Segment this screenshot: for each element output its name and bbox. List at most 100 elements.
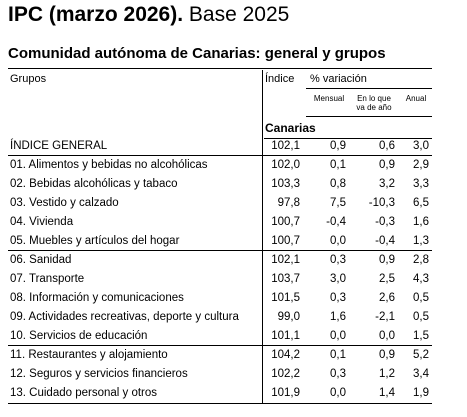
cell-anio: -2,1 [375,311,395,323]
cell-indice: 103,3 [271,178,300,190]
cell-mensual: 0,3 [330,368,346,380]
indice-column-divider [262,70,263,403]
cell-anio: -10,3 [368,197,395,209]
cell-anio: -0,4 [375,235,395,247]
cell-indice: 100,7 [271,216,300,228]
row-label: 07. Transporte [10,273,85,285]
cell-anio: -0,3 [375,216,395,228]
row-divider [8,345,432,346]
header-mensual: Mensual [313,94,345,103]
header-anual: Anual [405,94,427,103]
row-label: 08. Información y comunicaciones [10,292,184,304]
row-label: 02. Bebidas alcohólicas y tabaco [10,178,178,190]
cell-mensual: 0,0 [330,235,346,247]
cell-anual: 0,5 [413,311,429,323]
row-label: 12. Seguros y servicios financieros [10,368,188,380]
cell-indice: 101,1 [271,330,300,342]
row-label: 03. Vestido y calzado [10,197,119,209]
cell-anio: 0,9 [379,159,395,171]
cell-anual: 3,3 [413,178,429,190]
row-label: 10. Servicios de educación [10,330,148,342]
cell-anual: 3,4 [413,368,429,380]
row-label: 04. Vivienda [10,216,74,228]
cell-anual: 0,5 [413,292,429,304]
table-row: 13. Cuidado personal y otros 101,9 0,0 1… [0,384,467,403]
cell-mensual: 1,6 [330,311,346,323]
table-row: 02. Bebidas alcohólicas y tabaco 103,3 0… [0,175,467,194]
table-row: 12. Seguros y servicios financieros 102,… [0,365,467,384]
cell-indice: 103,7 [271,273,300,285]
row-label: ÍNDICE GENERAL [10,140,108,152]
row-label: 05. Muebles y artículos del hogar [10,235,180,247]
cell-indice: 97,8 [277,197,300,209]
cell-anio: 0,9 [379,349,395,361]
table-row: 07. Transporte 103,7 3,0 2,5 4,3 [0,270,467,289]
subheader-underline [306,116,432,117]
cell-anual: 1,9 [413,387,429,399]
row-label: 01. Alimentos y bebidas no alcohólicas [10,159,208,171]
cell-anual: 4,3 [413,273,429,285]
cell-mensual: 0,9 [330,140,346,152]
header-variacion: % variación [310,73,367,85]
table-row: 08. Información y comunicaciones 101,5 0… [0,289,467,308]
cell-anio: 3,2 [379,178,395,190]
cell-mensual: -0,4 [326,216,346,228]
table-row: 09. Actividades recreativas, deporte y c… [0,308,467,327]
row-label: 13. Cuidado personal y otros [10,387,158,399]
cell-anual: 1,3 [413,235,429,247]
cell-anio: 2,5 [379,273,395,285]
cell-mensual: 0,3 [330,254,346,266]
cell-indice: 101,9 [271,387,300,399]
cell-indice: 102,1 [271,254,300,266]
cell-indice: 101,5 [271,292,300,304]
row-divider [8,250,432,251]
table-row: 01. Alimentos y bebidas no alcohólicas 1… [0,156,467,175]
row-divider [8,155,432,156]
region-underline [264,138,432,139]
row-label: 06. Sanidad [10,254,72,266]
cell-anual: 5,2 [413,349,429,361]
cell-anio: 0,9 [379,254,395,266]
cell-indice: 100,7 [271,235,300,247]
region-label: Canarias [265,121,316,135]
cell-mensual: 0,0 [330,387,346,399]
cell-indice: 102,0 [271,159,300,171]
cell-anual: 1,6 [413,216,429,228]
cell-mensual: 0,1 [330,159,346,171]
cell-mensual: 0,0 [330,330,346,342]
table-row: 10. Servicios de educación 101,1 0,0 0,0… [0,327,467,346]
page-title: IPC (marzo 2026). Base 2025 [8,2,289,28]
cell-mensual: 0,8 [330,178,346,190]
cell-indice: 102,1 [271,140,300,152]
header-en-lo-que: En lo que va de año [356,94,392,112]
cell-indice: 102,2 [271,368,300,380]
cell-anio: 1,2 [379,368,395,380]
top-rule [8,68,432,69]
cell-mensual: 0,3 [330,292,346,304]
row-label: 11. Restaurantes y alojamiento [10,349,168,361]
cell-anio: 1,4 [379,387,395,399]
table-subtitle: Comunidad autónoma de Canarias: general … [8,45,386,62]
header-grupos: Grupos [10,73,47,85]
cell-anio: 0,6 [379,140,395,152]
cell-anio: 0,0 [379,330,395,342]
table-row: 03. Vestido y calzado 97,8 7,5 -10,3 6,5 [0,194,467,213]
cell-anual: 6,5 [413,197,429,209]
row-label: 09. Actividades recreativas, deporte y c… [10,311,239,323]
title-base: Base 2025 [188,3,290,26]
title-main: IPC (marzo 2026). [8,3,184,26]
table-row: 06. Sanidad 102,1 0,3 0,9 2,8 [0,251,467,270]
cell-mensual: 7,5 [330,197,346,209]
cell-anual: 2,9 [413,159,429,171]
table-row: 04. Vivienda 100,7 -0,4 -0,3 1,6 [0,213,467,232]
variacion-underline [306,88,432,89]
cell-indice: 99,0 [277,311,300,323]
table-row: 05. Muebles y artículos del hogar 100,7 … [0,232,467,251]
cell-anual: 1,5 [413,330,429,342]
header-indice: Índice [265,73,295,85]
cell-mensual: 3,0 [330,273,346,285]
cell-indice: 104,2 [271,349,300,361]
cell-anual: 2,8 [413,254,429,266]
table-row: ÍNDICE GENERAL 102,1 0,9 0,6 3,0 [0,137,467,156]
cell-mensual: 0,1 [330,349,346,361]
